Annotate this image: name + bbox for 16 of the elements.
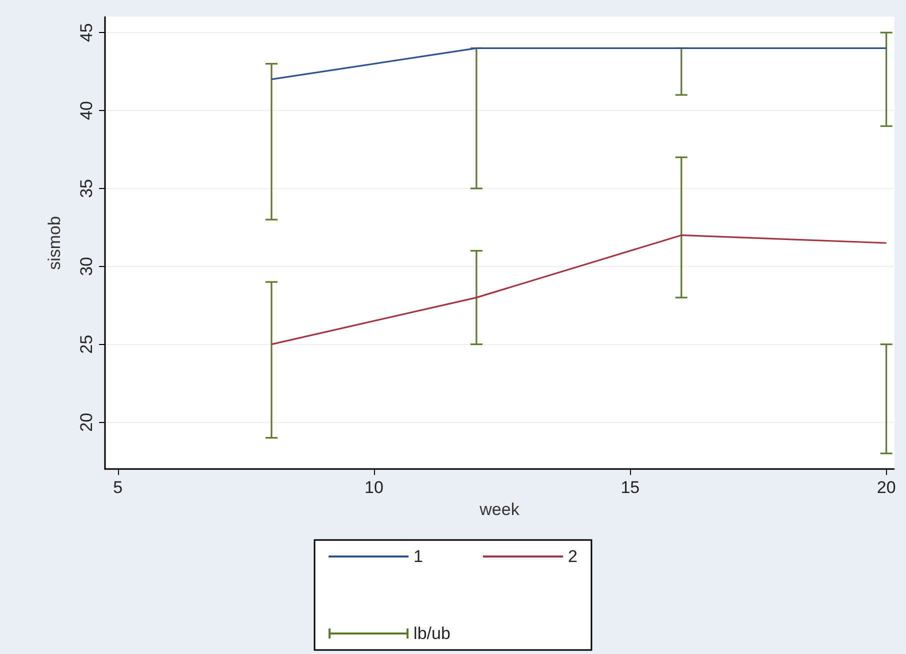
legend-label: 2 (568, 547, 578, 566)
y-tick-label: 30 (77, 256, 96, 276)
y-tick-label: 35 (77, 178, 96, 198)
line-series (270, 234, 888, 346)
y-tick-label: 25 (77, 334, 96, 354)
x-tick-label: 15 (620, 478, 640, 497)
legend-label: 1 (414, 547, 424, 566)
x-axis-title: week (478, 500, 520, 519)
legend-label: lb/ub (414, 624, 450, 643)
y-tick-label: 45 (77, 23, 96, 42)
x-tick-label: 10 (364, 478, 384, 497)
y-tick-label: 40 (77, 101, 96, 120)
x-tick-label: 5 (113, 478, 123, 497)
y-tick-label: 20 (77, 412, 96, 432)
x-tick-label: 20 (876, 478, 896, 497)
y-axis-title: sismob (45, 216, 64, 270)
